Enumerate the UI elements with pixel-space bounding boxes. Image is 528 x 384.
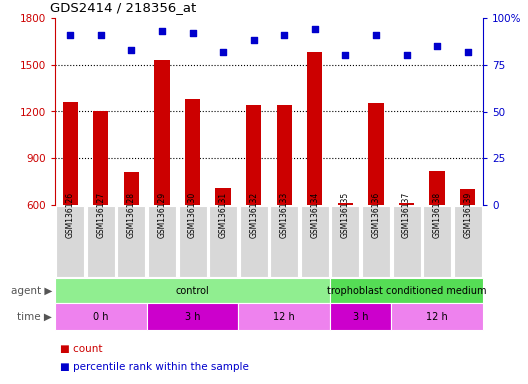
- Text: GSM136136: GSM136136: [372, 192, 381, 238]
- Text: GSM136127: GSM136127: [96, 192, 106, 238]
- Bar: [369, 103, 384, 205]
- Text: 12 h: 12 h: [274, 311, 295, 321]
- Bar: [93, 111, 108, 205]
- Text: GSM136134: GSM136134: [310, 192, 319, 238]
- Bar: [429, 171, 445, 205]
- Text: control: control: [176, 285, 210, 296]
- Bar: [399, 203, 414, 205]
- Text: GSM136130: GSM136130: [188, 192, 197, 238]
- Text: GDS2414 / 218356_at: GDS2414 / 218356_at: [50, 1, 196, 14]
- Text: 0 h: 0 h: [93, 311, 109, 321]
- Text: 3 h: 3 h: [185, 311, 200, 321]
- Bar: [178, 207, 206, 276]
- Bar: [239, 303, 330, 330]
- Text: GSM136126: GSM136126: [66, 192, 75, 238]
- Text: agent ▶: agent ▶: [11, 285, 52, 296]
- Bar: [87, 207, 115, 276]
- Bar: [215, 188, 231, 205]
- Bar: [362, 207, 390, 276]
- Bar: [307, 52, 323, 205]
- Point: [464, 49, 472, 55]
- Bar: [240, 207, 268, 276]
- Text: GSM136138: GSM136138: [432, 192, 441, 238]
- Point: [372, 32, 380, 38]
- Bar: [270, 207, 298, 276]
- Point: [97, 32, 105, 38]
- Point: [280, 32, 288, 38]
- Bar: [391, 303, 483, 330]
- Text: GSM136129: GSM136129: [157, 192, 166, 238]
- Bar: [338, 203, 353, 205]
- Bar: [124, 172, 139, 205]
- Text: time ▶: time ▶: [17, 311, 52, 321]
- Point: [158, 28, 166, 34]
- Bar: [55, 278, 330, 303]
- Bar: [301, 207, 329, 276]
- Bar: [277, 105, 292, 205]
- Text: GSM136131: GSM136131: [219, 192, 228, 238]
- Bar: [454, 207, 482, 276]
- Point: [66, 32, 74, 38]
- Text: trophoblast conditioned medium: trophoblast conditioned medium: [327, 285, 486, 296]
- Text: GSM136132: GSM136132: [249, 192, 258, 238]
- Text: GSM136137: GSM136137: [402, 192, 411, 238]
- Bar: [330, 278, 483, 303]
- Point: [250, 37, 258, 43]
- Point: [310, 26, 319, 32]
- Bar: [332, 207, 360, 276]
- Bar: [185, 99, 200, 205]
- Point: [188, 30, 197, 36]
- Bar: [148, 207, 176, 276]
- Bar: [423, 207, 451, 276]
- Text: GSM136139: GSM136139: [463, 192, 472, 238]
- Text: GSM136135: GSM136135: [341, 192, 350, 238]
- Text: ■ percentile rank within the sample: ■ percentile rank within the sample: [60, 362, 249, 372]
- Bar: [246, 105, 261, 205]
- Point: [341, 52, 350, 58]
- Text: 12 h: 12 h: [426, 311, 448, 321]
- Text: GSM136133: GSM136133: [280, 192, 289, 238]
- Point: [402, 52, 411, 58]
- Bar: [63, 102, 78, 205]
- Bar: [117, 207, 146, 276]
- Bar: [147, 303, 239, 330]
- Point: [219, 49, 228, 55]
- Text: 3 h: 3 h: [353, 311, 369, 321]
- Bar: [56, 207, 84, 276]
- Bar: [154, 60, 169, 205]
- Bar: [330, 303, 391, 330]
- Point: [127, 47, 136, 53]
- Point: [433, 43, 441, 49]
- Bar: [392, 207, 421, 276]
- Bar: [55, 303, 147, 330]
- Bar: [209, 207, 237, 276]
- Text: GSM136128: GSM136128: [127, 192, 136, 238]
- Text: ■ count: ■ count: [60, 344, 103, 354]
- Bar: [460, 189, 475, 205]
